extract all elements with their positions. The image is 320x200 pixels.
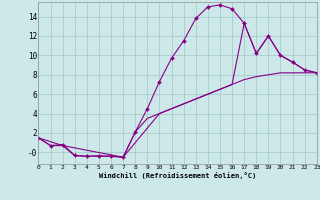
X-axis label: Windchill (Refroidissement éolien,°C): Windchill (Refroidissement éolien,°C): [99, 172, 256, 179]
